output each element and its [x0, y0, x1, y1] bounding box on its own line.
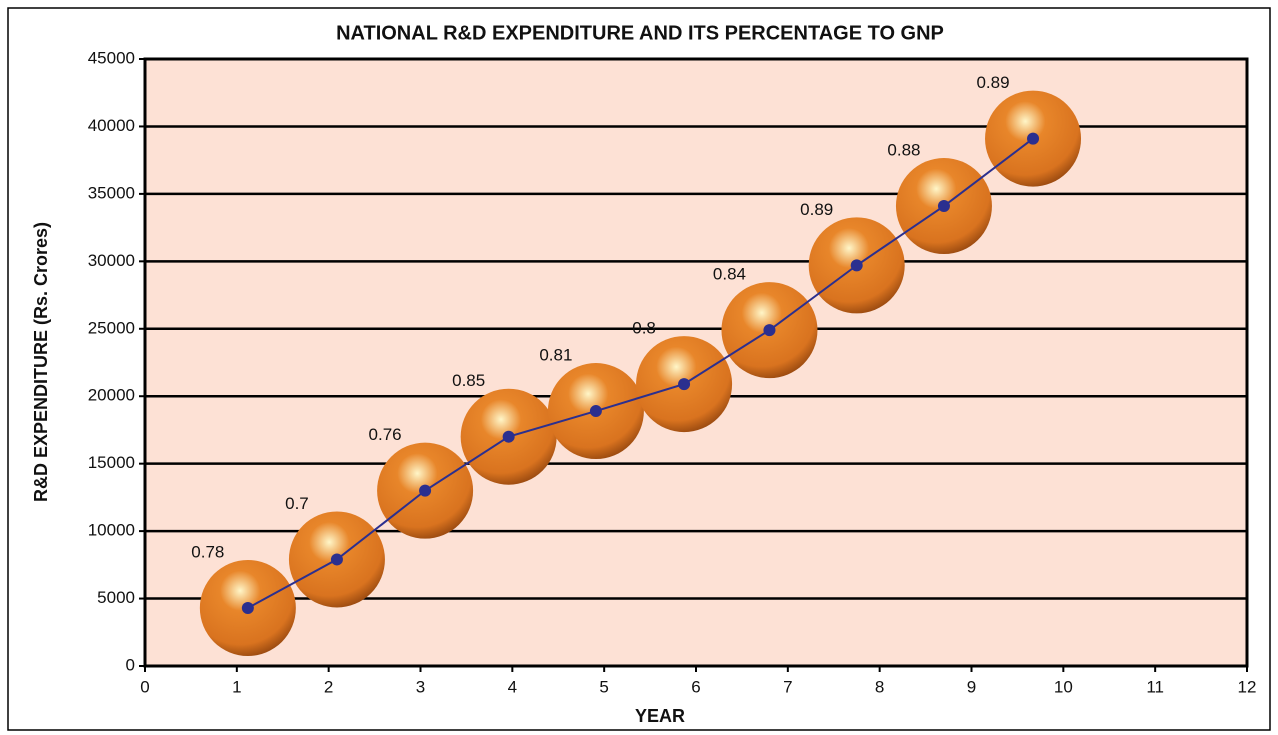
data-label: 0.84: [713, 265, 746, 284]
y-tick-label: 30000: [88, 251, 135, 270]
x-tick-label: 9: [967, 677, 976, 696]
x-tick-label: 1: [232, 677, 241, 696]
data-label: 0.78: [191, 542, 224, 561]
point: [503, 431, 515, 443]
chart: NATIONAL R&D EXPENDITURE AND ITS PERCENT…: [0, 0, 1278, 735]
y-tick-label: 15000: [88, 453, 135, 472]
y-tick-label: 5000: [97, 588, 135, 607]
y-tick-label: 35000: [88, 183, 135, 202]
point: [938, 200, 950, 212]
point: [1027, 133, 1039, 145]
y-axis-title: R&D EXPENDITURE (Rs. Crores): [31, 222, 51, 502]
x-axis-title: YEAR: [635, 706, 685, 726]
y-tick-label: 25000: [88, 318, 135, 337]
data-label: 0.81: [539, 346, 572, 365]
y-tick-label: 45000: [88, 48, 135, 67]
x-tick-label: 12: [1238, 677, 1257, 696]
x-tick-label: 6: [691, 677, 700, 696]
x-tick-label: 11: [1146, 677, 1164, 696]
x-tick-label: 7: [783, 677, 792, 696]
point: [331, 553, 343, 565]
data-label: 0.89: [976, 73, 1009, 92]
point: [763, 324, 775, 336]
data-label: 0.85: [452, 371, 485, 390]
y-tick-label: 40000: [88, 116, 135, 135]
x-tick-label: 10: [1054, 677, 1073, 696]
data-label: 0.76: [369, 425, 402, 444]
point: [242, 602, 254, 614]
chart-title: NATIONAL R&D EXPENDITURE AND ITS PERCENT…: [336, 22, 944, 44]
x-tick-label: 5: [599, 677, 608, 696]
x-tick-label: 3: [416, 677, 425, 696]
point: [590, 405, 602, 417]
data-label: 0.8: [632, 319, 656, 338]
x-tick-label: 4: [508, 677, 517, 696]
data-label: 0.89: [800, 200, 833, 219]
x-tick-label: 2: [324, 677, 333, 696]
x-tick-label: 8: [875, 677, 884, 696]
y-tick-label: 10000: [88, 521, 135, 540]
data-label: 0.7: [285, 494, 309, 513]
point: [419, 485, 431, 497]
y-tick-label: 20000: [88, 386, 135, 405]
data-label: 0.88: [887, 141, 920, 160]
y-tick-label: 0: [126, 655, 135, 674]
point: [851, 259, 863, 271]
point: [678, 378, 690, 390]
x-tick-label: 0: [140, 677, 149, 696]
